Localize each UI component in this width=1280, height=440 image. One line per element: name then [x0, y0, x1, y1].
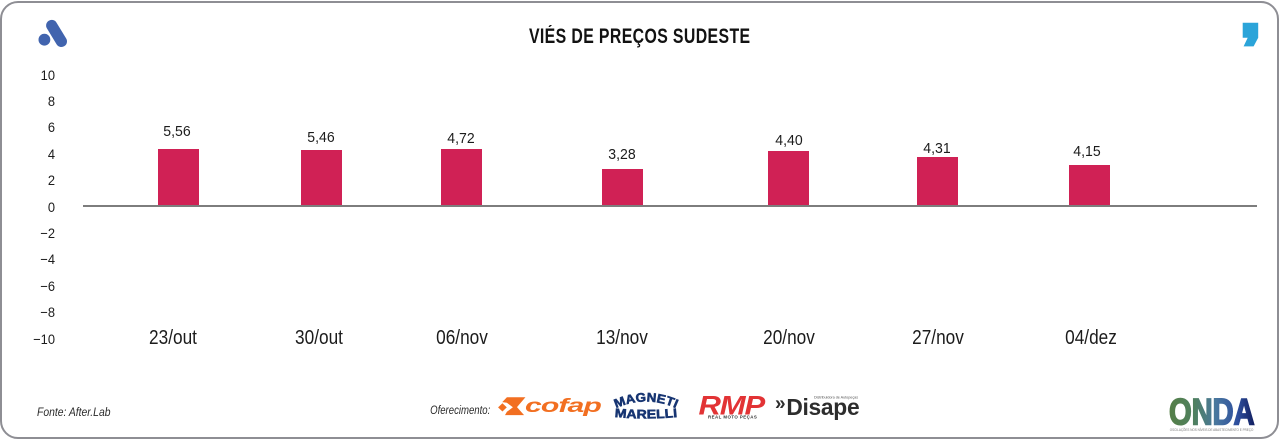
svg-text:MAGNETI: MAGNETI	[612, 391, 680, 411]
svg-text:REAL MOTO PEÇAS: REAL MOTO PEÇAS	[708, 414, 757, 419]
svg-text:Disape: Disape	[786, 393, 859, 419]
svg-text:Distribuidora de Autopeças: Distribuidora de Autopeças	[814, 396, 858, 400]
svg-text:OSCILAÇÕES NOS NÍVEIS DE ABAST: OSCILAÇÕES NOS NÍVEIS DE ABASTECIMENTO E…	[1170, 427, 1254, 432]
svg-text:ONDA: ONDA	[1169, 395, 1254, 433]
svg-text:»: »	[775, 393, 786, 414]
svg-text:cofap: cofap	[525, 395, 601, 416]
svg-text:MARELLI: MARELLI	[614, 406, 677, 420]
svg-text:RMP: RMP	[699, 392, 766, 420]
